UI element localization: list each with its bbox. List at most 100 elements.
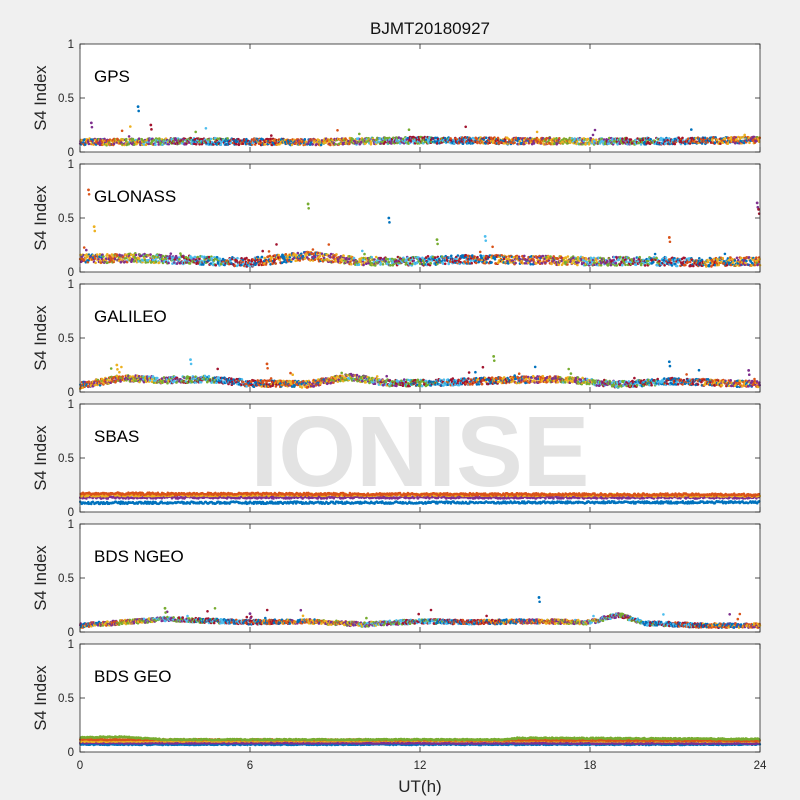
data-point (237, 137, 240, 141)
data-point (191, 380, 194, 384)
data-point (204, 127, 208, 130)
data-point (361, 249, 364, 253)
outlier-point (92, 225, 96, 229)
data-point (119, 257, 122, 260)
data-point (319, 143, 323, 147)
data-point (558, 137, 561, 140)
outlier-point (150, 128, 153, 131)
data-point (595, 138, 598, 142)
data-point (350, 262, 353, 266)
data-point (389, 264, 392, 267)
data-point (566, 255, 570, 258)
data-point (541, 254, 545, 258)
data-point (120, 365, 123, 369)
y-axis-label: S4 Index (32, 185, 50, 251)
data-point (273, 254, 277, 257)
data-point (85, 248, 88, 252)
data-point (361, 379, 364, 383)
data-point (443, 262, 447, 266)
outlier-point (483, 234, 487, 238)
data-point (535, 130, 539, 134)
outlier-point (136, 105, 140, 109)
data-point (385, 374, 389, 378)
data-point (745, 259, 748, 263)
data-point (456, 254, 460, 257)
data-point (358, 132, 361, 136)
data-point (127, 135, 131, 138)
data-point (703, 136, 707, 140)
data-point (219, 143, 223, 146)
data-point (131, 137, 135, 141)
data-point (638, 255, 641, 259)
data-point (663, 264, 666, 267)
data-point (128, 256, 131, 260)
data-point (158, 261, 161, 264)
data-point (688, 260, 692, 264)
data-point (194, 142, 198, 146)
data-point (755, 256, 758, 260)
data-point (606, 259, 609, 263)
outlier-point (90, 125, 94, 129)
data-point (334, 142, 337, 146)
data-point (392, 136, 395, 140)
data-point (161, 254, 165, 258)
outlier-point (387, 216, 391, 220)
data-point (94, 261, 97, 265)
data-point (697, 259, 700, 263)
data-point (289, 371, 292, 375)
data-point (226, 137, 229, 140)
data-point (216, 367, 219, 371)
data-point (261, 249, 265, 253)
data-point (683, 142, 687, 146)
data-point (664, 256, 668, 259)
data-point (491, 245, 494, 249)
data-point (313, 258, 317, 262)
outlier-point (89, 121, 93, 125)
data-point (106, 253, 109, 256)
data-point (615, 264, 619, 267)
data-point (727, 258, 731, 262)
data-point (241, 142, 245, 145)
data-point (485, 136, 488, 140)
data-point (690, 128, 693, 131)
data-point (260, 255, 264, 259)
panel-label: GLONASS (94, 187, 176, 206)
data-point (735, 256, 739, 260)
data-point (550, 262, 553, 266)
data-point (93, 257, 97, 260)
data-point (357, 263, 361, 267)
data-point (643, 264, 647, 267)
y-tick-label: 0 (68, 267, 74, 279)
data-point (137, 257, 141, 260)
data-point (713, 141, 717, 144)
data-point (129, 125, 132, 128)
data-point (523, 254, 526, 258)
data-point (264, 263, 268, 266)
data-point (469, 259, 473, 263)
data-point (675, 264, 679, 268)
data-point (147, 139, 151, 142)
data-point (556, 257, 560, 260)
data-point (118, 370, 121, 374)
data-point (639, 143, 643, 146)
data-point (449, 137, 452, 140)
data-point (740, 256, 743, 260)
data-point (450, 254, 453, 258)
outlier-point (667, 236, 671, 239)
outlier-point (755, 201, 759, 205)
data-point (335, 253, 338, 256)
data-point (259, 139, 262, 143)
data-point (230, 377, 233, 381)
data-point (632, 257, 636, 261)
data-point (742, 135, 745, 139)
data-point (733, 259, 737, 262)
outlier-point (757, 207, 760, 211)
data-point (318, 254, 322, 258)
panel-label: GPS (94, 67, 130, 86)
data-point (384, 140, 387, 144)
data-point (95, 253, 99, 256)
data-point (443, 136, 447, 140)
data-point (464, 253, 468, 257)
